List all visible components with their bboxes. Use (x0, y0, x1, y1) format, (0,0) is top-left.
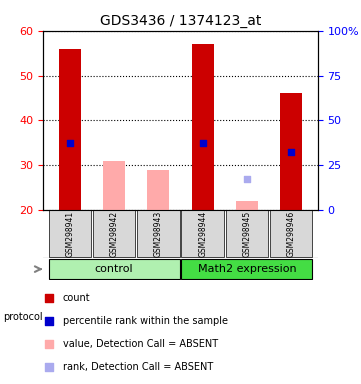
Point (227, 28, 233, 35)
Bar (103, 161, 125, 210)
Text: GSM298942: GSM298942 (110, 211, 119, 257)
FancyBboxPatch shape (226, 210, 268, 257)
Text: count: count (62, 293, 90, 303)
Text: GSM298943: GSM298943 (154, 211, 163, 257)
Point (200, 140, 205, 146)
Text: value, Detection Call = ABSENT: value, Detection Call = ABSENT (62, 339, 218, 349)
Text: control: control (95, 264, 134, 274)
FancyBboxPatch shape (93, 210, 135, 257)
Point (227, 238, 233, 244)
Text: GSM298941: GSM298941 (65, 211, 74, 257)
FancyBboxPatch shape (270, 210, 312, 257)
Point (288, 149, 294, 155)
Bar (236, 201, 258, 210)
Title: GDS3436 / 1374123_at: GDS3436 / 1374123_at (100, 14, 261, 28)
Text: protocol: protocol (4, 312, 43, 322)
FancyBboxPatch shape (181, 259, 312, 279)
FancyBboxPatch shape (49, 210, 91, 257)
Text: rank, Detection Call = ABSENT: rank, Detection Call = ABSENT (62, 362, 213, 372)
Bar (147, 170, 169, 210)
Bar (59, 49, 81, 210)
Bar (192, 44, 214, 210)
Text: GSM298945: GSM298945 (242, 211, 251, 257)
Text: Math2 expression: Math2 expression (197, 264, 296, 274)
Bar (280, 93, 302, 210)
Text: percentile rank within the sample: percentile rank within the sample (62, 316, 227, 326)
Text: GSM298946: GSM298946 (287, 211, 296, 257)
Point (67, 140, 73, 146)
Point (244, 175, 250, 182)
Text: GSM298944: GSM298944 (198, 211, 207, 257)
FancyBboxPatch shape (137, 210, 180, 257)
FancyBboxPatch shape (181, 210, 224, 257)
FancyBboxPatch shape (49, 259, 180, 279)
